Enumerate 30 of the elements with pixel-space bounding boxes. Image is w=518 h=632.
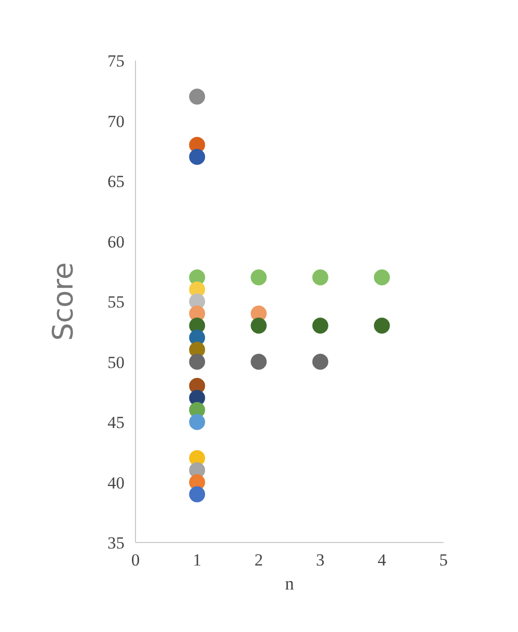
point — [189, 486, 206, 502]
point — [312, 354, 328, 370]
y-tick-label: 65 — [108, 172, 124, 191]
point — [374, 269, 390, 286]
point — [189, 354, 206, 370]
y-tick-label: 60 — [108, 232, 124, 252]
x-tick-label: 0 — [131, 550, 140, 570]
point — [250, 354, 267, 370]
y-tick-label: 50 — [108, 352, 124, 372]
point — [189, 148, 206, 165]
x-tick-label: 1 — [192, 550, 202, 570]
y-tick-label: 55 — [108, 292, 124, 312]
y-tick-label: 45 — [108, 413, 124, 432]
y-tick-label: 70 — [108, 112, 124, 131]
point — [250, 318, 267, 334]
y-tick-label: 75 — [108, 52, 124, 70]
point — [312, 269, 328, 286]
point — [374, 318, 390, 334]
point — [189, 88, 206, 105]
y-tick-label: 40 — [108, 473, 124, 492]
y-axis-title: Score — [46, 262, 80, 341]
x-tick-label: 4 — [378, 550, 387, 570]
point — [189, 414, 206, 430]
x-tick-label: 2 — [254, 550, 263, 570]
x-tick-label: 5 — [439, 550, 448, 570]
point — [312, 318, 328, 334]
point — [250, 269, 267, 286]
x-axis-title: n — [285, 574, 294, 594]
y-tick-label: 35 — [108, 534, 124, 552]
x-tick-label: 3 — [316, 550, 325, 570]
